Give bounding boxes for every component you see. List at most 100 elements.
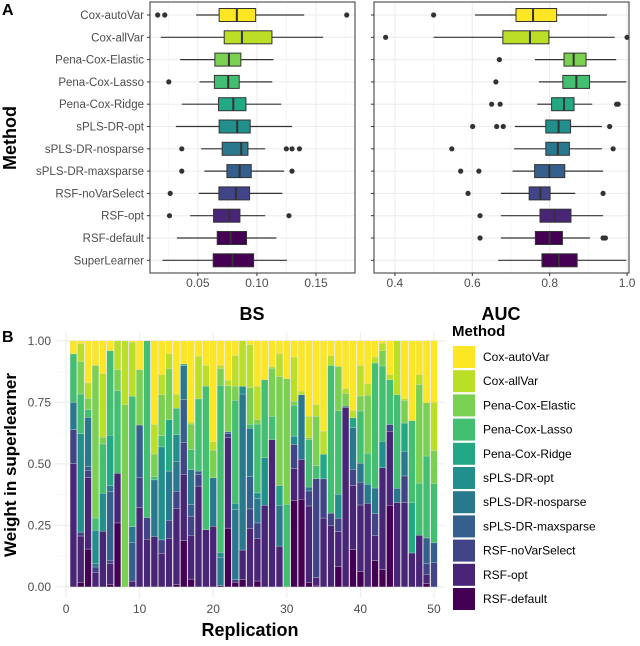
box-iqr — [218, 97, 247, 112]
bar-segment-cox-autovar — [99, 340, 107, 374]
bar-segment-spls-dr-nosparse — [128, 526, 136, 543]
bar-segment-cox-allvar — [393, 340, 401, 395]
boxplot-pena-cox-ridge — [181, 97, 282, 112]
bar-segment-pena-cox-lasso — [386, 379, 394, 425]
x-tick-label: 0.4 — [387, 276, 404, 290]
bar-segment-rsf-novarselect — [246, 508, 254, 530]
bar-segment-rsf-opt — [356, 504, 364, 572]
bar-segment-rsf-novarselect — [165, 520, 173, 539]
box-iqr — [216, 231, 248, 245]
y-tick-label: 0.75 — [28, 395, 52, 409]
bar-segment-spls-dr-nosparse — [401, 451, 408, 477]
bar-segment-cox-allvar — [320, 431, 328, 455]
bar-segment-cox-autovar — [364, 340, 372, 385]
bar-segment-pena-cox-elastic — [231, 385, 239, 401]
outlier-point — [179, 146, 185, 152]
bar-segment-rsf-opt — [69, 463, 77, 588]
bar-segment-spls-dr-maxsparse — [224, 431, 232, 434]
bar-segment-pena-cox-elastic — [77, 361, 85, 395]
outlier-point — [286, 213, 292, 219]
stacked-bar-replication-41 — [364, 340, 372, 588]
outlier-point — [344, 12, 350, 18]
bar-segment-spls-dr-nosparse — [165, 470, 173, 521]
bar-segment-pena-cox-lasso — [99, 443, 107, 494]
bar-segment-rsf-novarselect — [423, 563, 431, 575]
bar-segment-rsf-novarselect — [430, 562, 438, 588]
bar-segment-cox-autovar — [408, 340, 416, 421]
bar-segment-cox-autovar — [312, 340, 320, 405]
bar-segment-cox-autovar — [401, 340, 408, 399]
outlier-point — [607, 123, 613, 130]
bar-segment-cox-autovar — [379, 340, 386, 344]
bar-segment-pena-cox-elastic — [136, 369, 144, 426]
outlier-point — [602, 235, 608, 241]
bar-segment-rsf-default — [349, 549, 357, 588]
legend-key — [453, 346, 475, 368]
stacked-bar-replication-45 — [393, 340, 401, 588]
bar-segment-spls-dr-nosparse — [246, 428, 254, 477]
bar-segment-cox-allvar — [312, 404, 320, 417]
bar-segment-cox-autovar — [246, 340, 254, 345]
outlier-point — [624, 34, 630, 40]
bar-segment-pena-cox-ridge — [275, 485, 283, 506]
category-label: sPLS-DR-maxsparse — [36, 166, 144, 178]
bar-segment-pena-cox-elastic — [379, 350, 386, 367]
stacked-bar-replication-2 — [77, 340, 85, 588]
bar-segment-pena-cox-lasso — [430, 483, 438, 544]
bar-segment-pena-cox-lasso — [268, 416, 276, 440]
bar-segment-rsf-opt — [342, 407, 350, 588]
y-tick-label: 0.00 — [28, 580, 52, 594]
box-iqr — [515, 8, 558, 22]
bar-segment-rsf-novarselect — [290, 444, 298, 469]
legend-item-pena-cox-lasso: Pena-Cox-Lasso — [453, 418, 573, 441]
boxplot-spls-dr-nosparse — [449, 141, 616, 156]
legend-key — [453, 370, 475, 393]
bar-segment-pena-cox-elastic — [224, 385, 232, 433]
stacked-bar-replication-10 — [136, 340, 144, 588]
bar-segment-spls-dr-nosparse — [106, 485, 114, 492]
category-label: RSF-opt — [101, 211, 145, 223]
bar-segment-pena-cox-lasso — [92, 517, 99, 531]
bar-segment-pena-cox-lasso — [364, 453, 372, 485]
bar-segment-rsf-opt — [224, 437, 232, 529]
bar-segment-pena-cox-elastic — [84, 398, 92, 410]
bar-segment-rsf-default — [379, 569, 386, 588]
legend-title: Method — [452, 323, 505, 340]
bar-segment-rsf-novarselect — [371, 513, 379, 536]
bar-segment-spls-dr-opt — [290, 435, 298, 445]
stacked-bar-replication-29 — [275, 340, 283, 588]
bar-segment-cox-autovar — [128, 340, 136, 343]
bar-segment-cox-autovar — [253, 340, 261, 387]
bar-segment-spls-dr-nosparse — [187, 469, 195, 505]
boxplot-pena-cox-lasso — [166, 74, 273, 89]
bar-segment-cox-allvar — [187, 421, 195, 425]
box-iqr — [213, 208, 241, 223]
x-tick-label: 1.0 — [619, 276, 636, 290]
bar-segment-rsf-novarselect — [106, 560, 114, 564]
outlier-point — [496, 57, 502, 63]
boxplot-rsf-default — [477, 231, 608, 245]
x-tick-label: 50 — [427, 602, 441, 616]
legend-item-spls-dr-nosparse: sPLS-DR-nosparse — [453, 491, 587, 514]
bar-segment-rsf-opt — [202, 529, 210, 588]
bar-segment-cox-allvar — [172, 394, 180, 409]
outlier-point — [489, 101, 495, 107]
bar-segment-spls-dr-nosparse — [180, 365, 188, 400]
bar-segment-rsf-novarselect — [334, 518, 342, 532]
boxplot-pena-cox-elastic — [180, 52, 274, 67]
category-label: Pena-Cox-Elastic — [55, 55, 144, 67]
legend-item-rsf-default: RSF-default — [453, 588, 548, 610]
panel-background — [374, 2, 629, 273]
bar-segment-rsf-opt — [268, 439, 276, 588]
boxplot-superlearner — [498, 253, 627, 268]
outlier-point — [166, 213, 173, 219]
bar-segment-rsf-opt — [172, 508, 180, 585]
bar-segment-cox-autovar — [172, 340, 180, 395]
x-tick-label: 0.6 — [464, 276, 481, 290]
bar-segment-cox-allvar — [231, 355, 239, 387]
bar-segment-pena-cox-elastic — [312, 416, 320, 466]
bar-segment-cox-allvar — [290, 356, 298, 402]
bar-segment-pena-cox-lasso — [334, 410, 342, 495]
stacked-bar-replication-46 — [401, 340, 408, 588]
bar-segment-spls-dr-opt — [172, 434, 180, 462]
